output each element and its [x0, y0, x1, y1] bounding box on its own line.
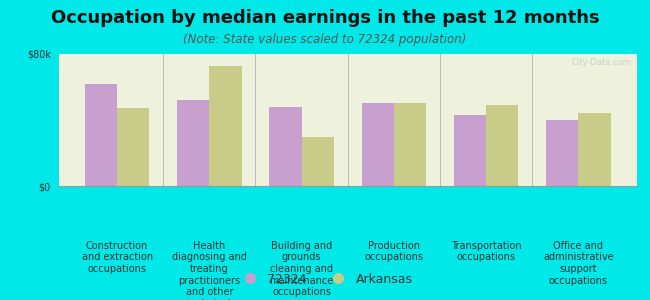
Bar [117, 108, 150, 186]
Text: Occupation by median earnings in the past 12 months: Occupation by median earnings in the pas… [51, 9, 599, 27]
Bar [269, 107, 302, 186]
Bar [302, 136, 334, 186]
Bar [361, 103, 394, 186]
Bar [454, 115, 486, 186]
Bar [394, 103, 426, 186]
Bar [84, 84, 117, 186]
Text: City-Data.com: City-Data.com [571, 58, 631, 67]
Bar [546, 120, 578, 186]
Text: (Note: State values scaled to 72324 population): (Note: State values scaled to 72324 popu… [183, 33, 467, 46]
Bar [578, 113, 611, 186]
Bar [177, 100, 209, 186]
Legend: 72324, Arkansas: 72324, Arkansas [233, 268, 417, 291]
Bar [209, 65, 242, 186]
Bar [486, 105, 519, 186]
